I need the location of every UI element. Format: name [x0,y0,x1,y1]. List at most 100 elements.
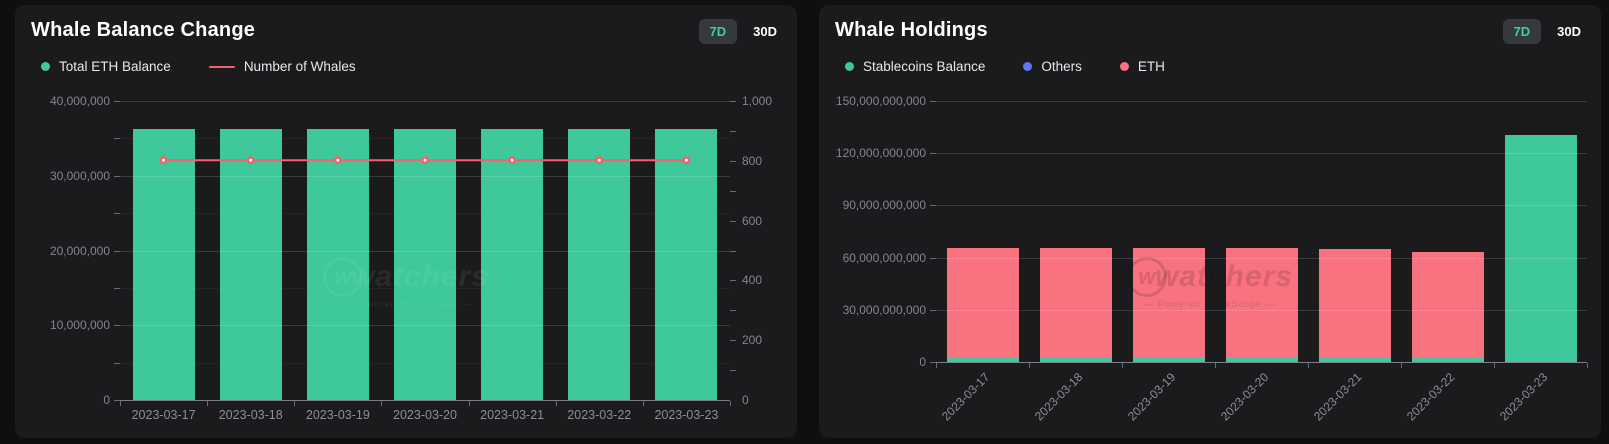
y-axis-tick [114,175,120,177]
bar-segment-2023-03-19 [1132,248,1205,357]
bar-segment-2023-03-19 [1132,356,1205,362]
range-7d-button[interactable]: 7D [698,19,738,44]
bar-segment-2023-03-17 [946,356,1019,362]
range-7d-button[interactable]: 7D [1502,19,1542,44]
x-axis-tick [207,401,209,406]
line-series [159,156,691,165]
gridline [936,309,1587,311]
x-axis-tick [936,363,937,368]
x-axis-label-text: 2023-03-21 [1311,370,1365,424]
gridline [120,101,730,102]
legend-label: Total ETH Balance [59,59,171,74]
whale-holdings-chart: 0 30,000,000,000 60,000,000,000 90,000,000,… [819,5,1601,438]
legend-item-total-eth-balance[interactable]: Total ETH Balance [41,59,171,74]
y-axis-minor-tick [114,213,120,215]
gridline [936,205,1587,207]
right-axis-tick [730,130,736,132]
x-axis-tick [555,401,557,406]
y-axis-tick [114,101,120,102]
y-axis-tick [114,250,120,252]
right-axis-label: 1,000 [742,94,773,108]
x-axis-label-text: 2023-03-18 [1032,370,1086,424]
gridline [120,325,730,327]
x-axis-tick [1401,363,1402,368]
y-axis-minor-tick [114,138,120,140]
x-axis-label-text: 2023-03-20 [1218,370,1272,424]
legend-dot-icon [845,62,854,71]
bar-segment-2023-03-17 [946,248,1019,357]
y-axis-tick [114,400,120,401]
x-axis-label-text: 2023-03-23 [1497,370,1551,424]
y-axis-minor-tick [114,287,120,289]
gridline [936,257,1587,259]
right-axis-tick [730,160,736,162]
bar-segment-2023-03-18 [219,128,282,400]
right-axis-label: 200 [742,333,763,348]
x-axis-tick [381,401,383,406]
bar-segment-2023-03-19 [306,128,369,400]
range-toggle: 7D 30D [1502,19,1587,44]
y-axis-minor-tick [114,362,120,364]
gridline [120,175,730,177]
x-axis-tick [1494,363,1495,368]
bar-segment-2023-03-21 [1318,356,1391,362]
legend-item-others[interactable]: Others [1023,59,1082,74]
x-axis-line [120,400,730,401]
legend-item-eth[interactable]: ETH [1119,59,1165,74]
chart-legend: Stablecoins Balance Others ETH [845,59,1165,74]
bar-segment-2023-03-22 [1411,356,1484,362]
x-axis-label: 2023-03-17 [131,408,196,422]
right-axis-label: 600 [742,213,763,228]
y-axis-label: 30,000,000 [49,168,110,183]
x-axis-label: 2023-03-20 [393,408,457,422]
y-axis-tick [930,205,936,207]
x-axis-tick [1215,363,1216,368]
range-toggle: 7D 30D [698,19,783,44]
y-axis-tick [930,309,936,311]
legend-label: ETH [1137,59,1165,74]
right-axis-tick [730,250,736,252]
legend-label: Others [1041,59,1082,74]
panel-header: Whale Holdings 7D 30D [835,19,1587,44]
bar-segment-2023-03-20 [1225,248,1298,357]
x-axis-label-text: 2023-03-17 [939,370,993,424]
range-30d-button[interactable]: 30D [747,19,783,44]
bar-segment-2023-03-20 [1225,356,1298,362]
x-axis-tick [294,401,296,406]
y-axis-label: 60,000,000,000 [842,250,926,265]
panel-title: Whale Balance Change [31,19,256,41]
gridline [936,153,1587,155]
x-axis-tick [642,401,644,406]
legend-label: Number of Whales [243,59,356,74]
range-30d-button[interactable]: 30D [1551,19,1587,44]
y-axis-label: 0 [919,355,926,369]
right-axis-tick [730,220,736,222]
right-axis-tick [730,101,736,102]
x-axis-label: 2023-03-23 [654,408,719,422]
x-axis-tick [1587,363,1588,368]
right-axis-tick [730,280,736,282]
bar-segment-2023-03-18 [1039,356,1112,362]
y-axis-label: 0 [103,393,110,407]
y-axis-tick [114,325,120,327]
legend-item-stablecoins-balance[interactable]: Stablecoins Balance [845,59,985,74]
legend-label: Stablecoins Balance [863,59,986,74]
right-axis-label: 800 [742,153,763,168]
bar-segment-2023-03-23 [655,128,718,400]
right-axis-tick [730,340,736,342]
panel-header: Whale Balance Change 7D 30D [31,19,783,44]
x-axis-tick [468,401,470,406]
right-axis-label: 400 [742,273,763,288]
right-axis-label: 0 [742,393,749,407]
legend-dot-icon [41,62,50,71]
x-axis-label: 2023-03-19 [305,408,370,422]
y-axis-label: 30,000,000,000 [842,302,926,317]
x-axis-label: 2023-03-22 [567,408,632,422]
bar-segment-2023-03-22 [568,128,631,400]
y-axis-label: 120,000,000,000 [835,146,926,161]
legend-item-number-of-whales[interactable]: Number of Whales [208,59,356,74]
x-axis-line [936,362,1587,363]
y-axis-tick [930,257,936,259]
x-axis-tick [730,401,731,406]
